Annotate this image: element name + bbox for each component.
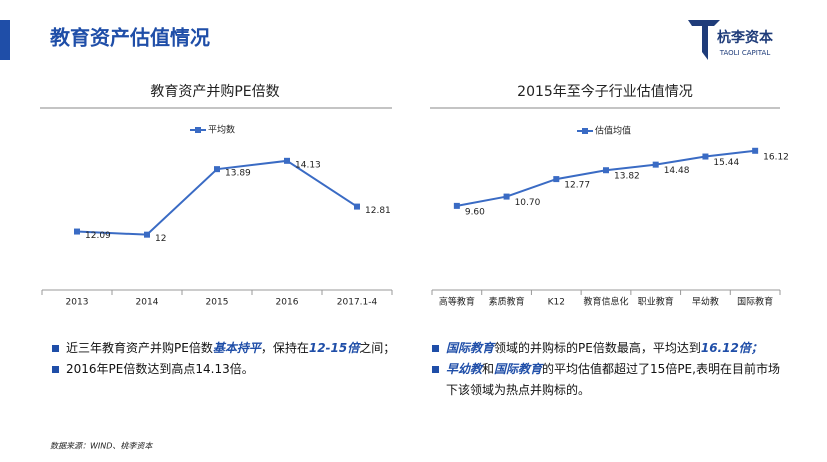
- marker: [354, 203, 360, 210]
- bullets-left: 近三年教育资产并购PE倍数基本持平，保持在12-15倍之间； 2016年PE倍数达…: [52, 338, 412, 380]
- bullet-text: ，保持在: [260, 341, 309, 355]
- bullet-text: 2016年PE倍数达到高点14.13倍。: [66, 362, 254, 376]
- bullet-text: 近三年教育资产并购PE倍数: [66, 341, 213, 355]
- data-label: 16.12: [763, 152, 789, 162]
- bullet-text: 16.12倍；: [700, 341, 763, 355]
- data-label: 14.13: [295, 160, 321, 170]
- x-tick-label: 职业教育: [638, 296, 674, 308]
- marker: [603, 167, 609, 174]
- marker: [503, 193, 510, 200]
- logo-icon: [688, 20, 720, 60]
- marker: [74, 228, 80, 235]
- data-label: 12.81: [365, 206, 391, 216]
- x-tick-label: 2015: [206, 298, 229, 308]
- x-tick-label: 2017.1-4: [337, 298, 378, 308]
- marker: [553, 176, 560, 183]
- x-tick-label: 早幼教: [692, 296, 719, 308]
- logo-text: 杭李资本: [717, 29, 774, 46]
- x-tick-label: 素质教育: [489, 296, 525, 308]
- data-label: 10.70: [515, 198, 541, 208]
- data-label: 12: [155, 234, 166, 244]
- bullet-text: 基本持平: [212, 341, 261, 355]
- legend-marker: [582, 128, 588, 134]
- bullet-text: 国际教育: [446, 341, 495, 355]
- bullet: 近三年教育资产并购PE倍数基本持平，保持在12-15倍之间；: [52, 338, 412, 359]
- chart-title: 教育资产并购PE倍数: [150, 84, 279, 100]
- header-bar: [0, 20, 10, 60]
- chart-title: 2015年至今子行业估值情况: [517, 84, 693, 100]
- page-title: 教育资产估值情况: [50, 26, 210, 50]
- legend-label: 估值均值: [595, 125, 631, 137]
- data-label: 12.77: [564, 181, 590, 191]
- source: 数据来源：WIND、桃李资本: [50, 442, 153, 451]
- x-tick-label: 教育信息化: [583, 296, 628, 308]
- data-label: 9.60: [465, 207, 485, 217]
- bullet-text: 12-15倍: [308, 341, 360, 355]
- marker: [284, 157, 290, 164]
- bullet: 国际教育领域的并购标的PE倍数最高，平均达到16.12倍；: [432, 338, 782, 359]
- legend-label: 平均数: [208, 124, 235, 136]
- data-label: 12.09: [85, 231, 111, 241]
- bullet: 早幼教和国际教育的平均估值都超过了15倍PE,表明在目前市场下该领域为热点并购标…: [432, 359, 782, 401]
- marker: [453, 202, 460, 209]
- marker: [214, 166, 220, 173]
- data-label: 13.89: [225, 169, 251, 179]
- x-tick-label: 2016: [276, 298, 299, 308]
- x-tick-label: 2014: [136, 298, 159, 308]
- marker: [652, 161, 659, 168]
- x-tick-label: 国际教育: [737, 296, 773, 308]
- marker: [702, 153, 709, 160]
- marker: [144, 231, 150, 238]
- bullet-text: 和: [482, 362, 495, 376]
- data-label: 13.82: [614, 172, 640, 182]
- legend-marker: [195, 127, 201, 133]
- data-label: 14.48: [664, 166, 690, 176]
- bullet-text: 之间；: [359, 341, 396, 355]
- bullet-text: 国际教育: [494, 362, 543, 376]
- bullet: 2016年PE倍数达到高点14.13倍。: [52, 359, 412, 380]
- logo-sub: TAOLI CAPITAL: [719, 49, 771, 57]
- x-tick-label: 高等教育: [439, 296, 475, 308]
- bullets-right: 国际教育领域的并购标的PE倍数最高，平均达到16.12倍； 早幼教和国际教育的平均…: [432, 338, 782, 401]
- x-tick-label: K12: [548, 298, 565, 308]
- x-tick-label: 2013: [66, 298, 89, 308]
- bullet-text: 领域的并购标的PE倍数最高，平均达到: [494, 341, 701, 355]
- data-label: 15.44: [713, 158, 739, 168]
- bullet-text: 早幼教: [446, 362, 483, 376]
- marker: [752, 147, 759, 154]
- bullet-text: 的平均估值都超过了15倍PE,表明在目前市场下该领域为热点并购标的。: [446, 362, 780, 397]
- series-line: [456, 149, 756, 207]
